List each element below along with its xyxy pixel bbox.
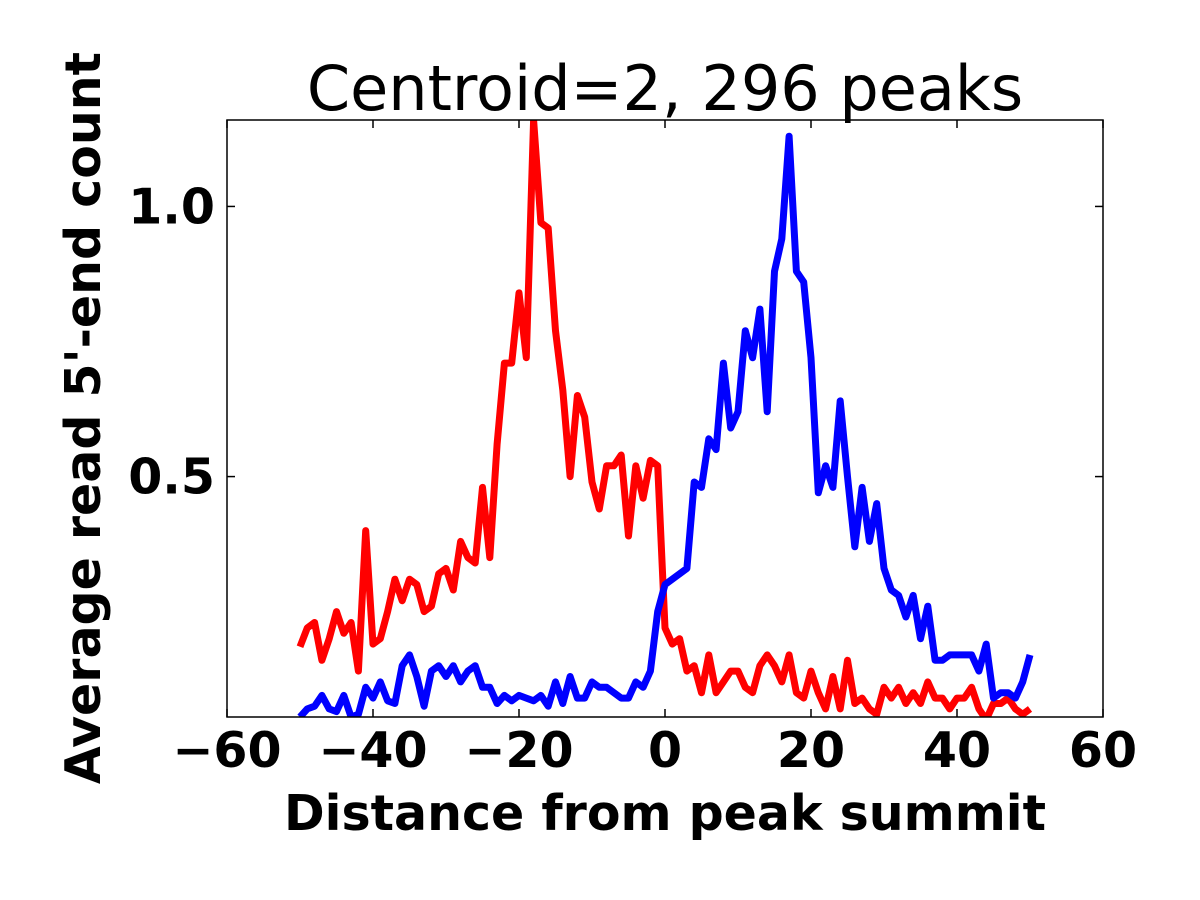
series-line-2 <box>297 132 1034 717</box>
x-tick-label: 60 <box>1069 722 1137 779</box>
y-tick-label: 0.5 <box>128 449 215 506</box>
chart-title: Centroid=2, 296 peaks <box>307 52 1023 125</box>
x-tick-label: 0 <box>648 722 682 779</box>
y-tick-label: 1.0 <box>128 178 215 235</box>
x-tick-label: 40 <box>923 722 991 779</box>
x-tick-label: −20 <box>464 722 573 779</box>
series-line-1 <box>296 120 1033 717</box>
plot-lines <box>296 120 1034 717</box>
x-axis-label: Distance from peak summit <box>284 785 1046 842</box>
y-axis-ticks: 0.5 1.0 <box>128 178 1103 506</box>
x-tick-label: 20 <box>777 722 845 779</box>
x-axis-ticks: −60 −40 −20 0 20 40 60 <box>172 120 1137 779</box>
x-tick-label: −40 <box>318 722 427 779</box>
x-tick-label: −60 <box>172 722 281 779</box>
y-axis-label: Average read 5'-end count <box>55 52 112 784</box>
